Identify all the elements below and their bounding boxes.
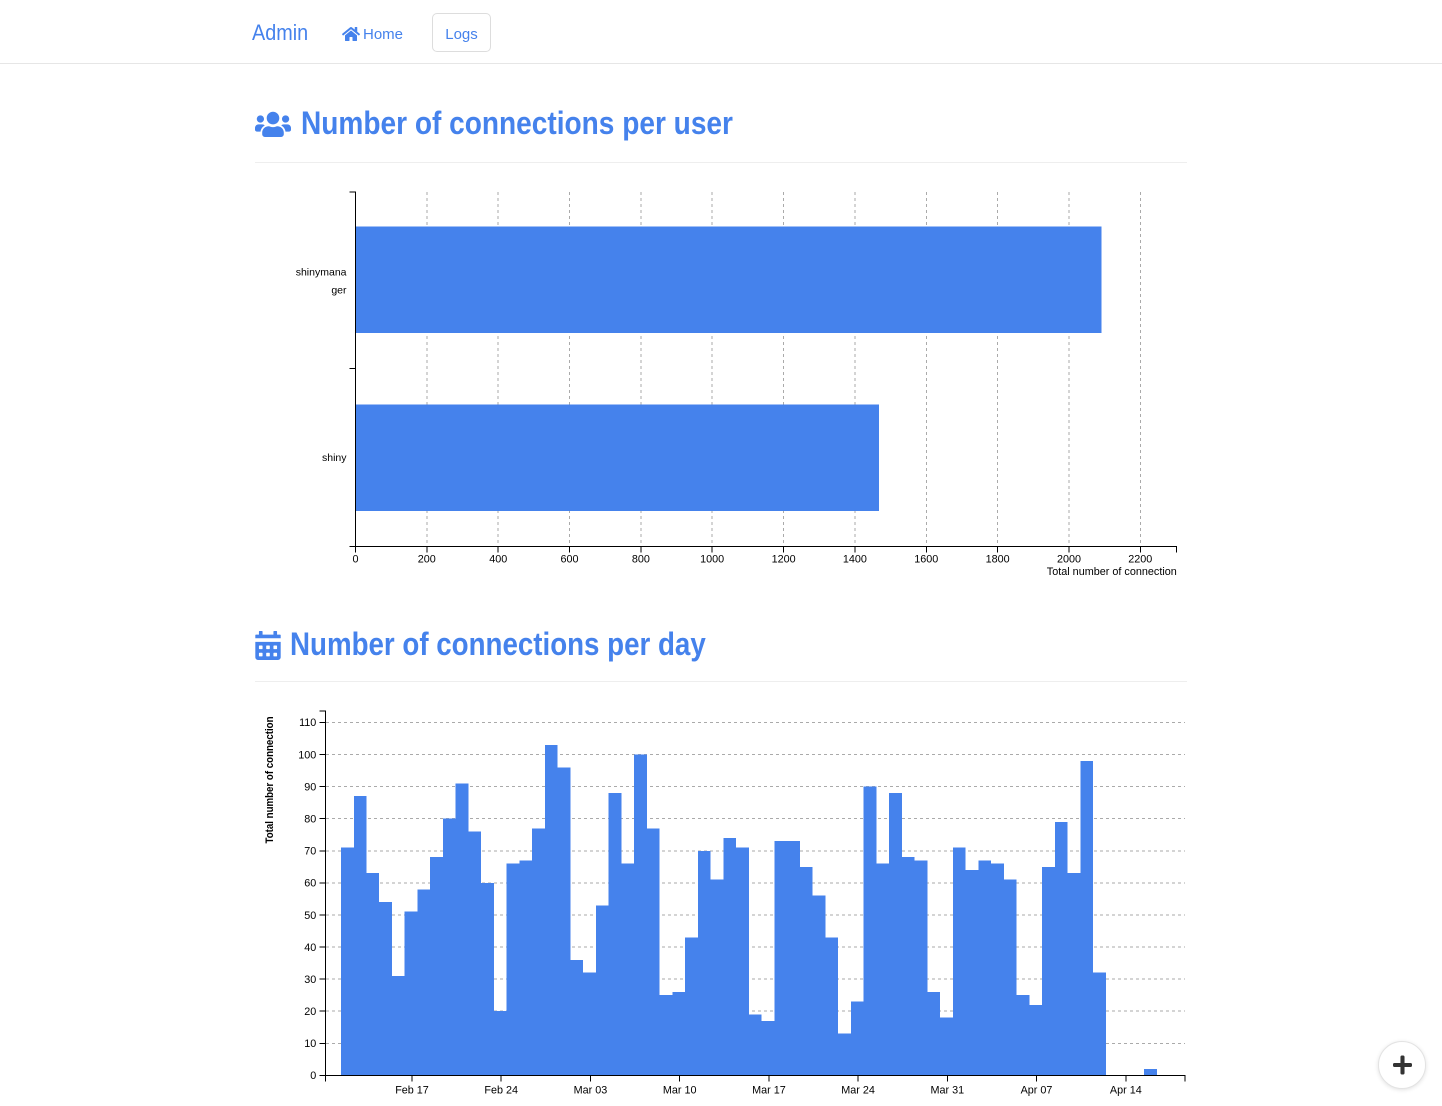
- svg-text:Feb 24: Feb 24: [484, 1084, 518, 1096]
- svg-text:100: 100: [298, 749, 316, 761]
- svg-text:1400: 1400: [843, 553, 867, 565]
- svg-text:90: 90: [304, 781, 316, 793]
- svg-text:2000: 2000: [1057, 553, 1081, 565]
- svg-text:1600: 1600: [914, 553, 938, 565]
- svg-text:50: 50: [304, 910, 316, 922]
- svg-text:Apr 07: Apr 07: [1021, 1084, 1053, 1096]
- svg-text:400: 400: [489, 553, 507, 565]
- svg-text:20: 20: [304, 1006, 316, 1018]
- svg-text:1800: 1800: [986, 553, 1010, 565]
- svg-text:Mar 24: Mar 24: [841, 1084, 875, 1096]
- svg-text:80: 80: [304, 814, 316, 826]
- svg-text:Mar 10: Mar 10: [663, 1084, 697, 1096]
- svg-text:2200: 2200: [1128, 553, 1152, 565]
- svg-text:ger: ger: [331, 285, 347, 297]
- svg-text:70: 70: [304, 846, 316, 858]
- svg-text:Mar 17: Mar 17: [752, 1084, 786, 1096]
- svg-text:0: 0: [352, 553, 358, 565]
- svg-text:Mar 31: Mar 31: [930, 1084, 964, 1096]
- svg-text:60: 60: [304, 878, 316, 890]
- svg-text:110: 110: [299, 717, 316, 729]
- svg-text:Total number of connection: Total number of connection: [1047, 566, 1177, 578]
- svg-text:40: 40: [304, 942, 316, 954]
- svg-text:10: 10: [304, 1038, 316, 1050]
- svg-text:600: 600: [560, 553, 578, 565]
- svg-text:Feb 17: Feb 17: [395, 1084, 429, 1096]
- svg-text:Apr 14: Apr 14: [1110, 1084, 1142, 1096]
- svg-text:Total number of connection: Total number of connection: [264, 716, 276, 843]
- svg-text:800: 800: [632, 553, 650, 565]
- svg-text:1000: 1000: [700, 553, 724, 565]
- svg-text:1200: 1200: [772, 553, 796, 565]
- svg-text:200: 200: [418, 553, 436, 565]
- svg-text:30: 30: [304, 974, 316, 986]
- svg-text:shiny: shiny: [322, 452, 347, 464]
- svg-text:shinymana: shinymana: [296, 267, 347, 279]
- svg-text:Mar 03: Mar 03: [574, 1084, 608, 1096]
- svg-text:0: 0: [310, 1070, 316, 1082]
